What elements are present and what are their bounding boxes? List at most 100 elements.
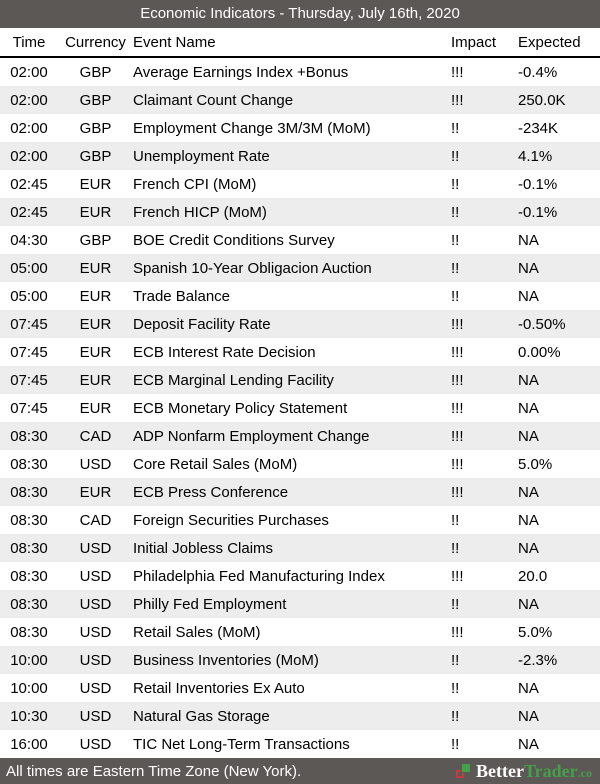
table-row: 02:45 EUR French HICP (MoM) !! -0.1% xyxy=(0,198,600,226)
event-cell: Claimant Count Change xyxy=(133,91,294,109)
currency-cell: EUR xyxy=(79,343,112,361)
table-row: 10:30 USD Natural Gas Storage !! NA xyxy=(0,702,600,730)
time-cell: 08:30 xyxy=(10,567,48,585)
time-cell: 04:30 xyxy=(10,231,48,249)
table-row: 05:00 EUR Spanish 10-Year Obligacion Auc… xyxy=(0,254,600,282)
time-cell: 08:30 xyxy=(10,595,48,613)
table-row: 08:30 USD Core Retail Sales (MoM) !!! 5.… xyxy=(0,450,600,478)
table-header-row: Time Currency Event Name Impact Expected xyxy=(0,28,600,58)
event-cell: Unemployment Rate xyxy=(133,147,270,165)
time-cell: 08:30 xyxy=(10,455,48,473)
impact-cell: !!! xyxy=(451,91,464,109)
impact-cell: !! xyxy=(451,259,460,277)
event-cell: ADP Nonfarm Employment Change xyxy=(133,427,370,445)
logo-red-square xyxy=(456,769,465,778)
time-cell: 05:00 xyxy=(10,259,48,277)
currency-cell: USD xyxy=(79,735,112,753)
impact-cell: !!! xyxy=(451,567,464,585)
table-row: 05:00 EUR Trade Balance !! NA xyxy=(0,282,600,310)
table-row: 07:45 EUR ECB Monetary Policy Statement … xyxy=(0,394,600,422)
time-cell: 02:00 xyxy=(10,119,48,137)
currency-cell: EUR xyxy=(79,483,112,501)
expected-cell: 250.0K xyxy=(518,91,566,109)
time-cell: 02:00 xyxy=(10,91,48,109)
expected-cell: NA xyxy=(518,735,539,753)
currency-cell: CAD xyxy=(79,427,112,445)
table-row: 08:30 USD Retail Sales (MoM) !!! 5.0% xyxy=(0,618,600,646)
event-cell: Retail Inventories Ex Auto xyxy=(133,679,305,697)
currency-cell: GBP xyxy=(79,119,112,137)
time-cell: 10:30 xyxy=(10,707,48,725)
currency-cell: GBP xyxy=(79,63,112,81)
expected-cell: NA xyxy=(518,371,539,389)
table-row: 07:45 EUR ECB Interest Rate Decision !!!… xyxy=(0,338,600,366)
event-cell: Trade Balance xyxy=(133,287,231,305)
event-cell: Core Retail Sales (MoM) xyxy=(133,455,298,473)
table-row: 02:00 GBP Claimant Count Change !!! 250.… xyxy=(0,86,600,114)
impact-cell: !! xyxy=(451,147,460,165)
time-cell: 02:00 xyxy=(10,147,48,165)
impact-cell: !! xyxy=(451,707,460,725)
event-cell: Average Earnings Index +Bonus xyxy=(133,63,349,81)
table-row: 08:30 USD Philly Fed Employment !! NA xyxy=(0,590,600,618)
time-cell: 07:45 xyxy=(10,371,48,389)
brand-text-trader: Trader xyxy=(524,761,578,781)
time-cell: 07:45 xyxy=(10,343,48,361)
currency-cell: USD xyxy=(79,539,112,557)
event-cell: Spanish 10-Year Obligacion Auction xyxy=(133,259,372,277)
table-row: 08:30 EUR ECB Press Conference !!! NA xyxy=(0,478,600,506)
time-cell: 02:45 xyxy=(10,203,48,221)
expected-cell: 0.00% xyxy=(518,343,561,361)
expected-cell: NA xyxy=(518,595,539,613)
currency-cell: USD xyxy=(79,455,112,473)
time-cell: 10:00 xyxy=(10,651,48,669)
currency-cell: EUR xyxy=(79,175,112,193)
table-row: 08:30 USD Initial Jobless Claims !! NA xyxy=(0,534,600,562)
impact-cell: !!! xyxy=(451,343,464,361)
time-cell: 08:30 xyxy=(10,539,48,557)
table-row: 08:30 CAD ADP Nonfarm Employment Change … xyxy=(0,422,600,450)
currency-cell: GBP xyxy=(79,91,112,109)
bettertrader-logo-link[interactable]: Better Trader .co xyxy=(456,762,592,780)
impact-cell: !! xyxy=(451,511,460,529)
expected-cell: NA xyxy=(518,287,539,305)
impact-cell: !!! xyxy=(451,315,464,333)
event-cell: Deposit Facility Rate xyxy=(133,315,271,333)
time-cell: 08:30 xyxy=(10,623,48,641)
currency-cell: EUR xyxy=(79,315,112,333)
event-cell: French CPI (MoM) xyxy=(133,175,257,193)
time-cell: 16:00 xyxy=(10,735,48,753)
impact-cell: !!! xyxy=(451,399,464,417)
impact-cell: !! xyxy=(451,539,460,557)
event-cell: Philadelphia Fed Manufacturing Index xyxy=(133,567,385,585)
event-cell: ECB Monetary Policy Statement xyxy=(133,399,348,417)
currency-cell: CAD xyxy=(79,511,112,529)
table-row: 10:00 USD Business Inventories (MoM) !! … xyxy=(0,646,600,674)
title-bar: Economic Indicators - Thursday, July 16t… xyxy=(0,0,600,28)
expected-cell: NA xyxy=(518,511,539,529)
event-cell: Employment Change 3M/3M (MoM) xyxy=(133,119,371,137)
impact-cell: !! xyxy=(451,735,460,753)
expected-cell: 5.0% xyxy=(518,623,553,641)
expected-cell: NA xyxy=(518,399,539,417)
table-row: 02:45 EUR French CPI (MoM) !! -0.1% xyxy=(0,170,600,198)
event-cell: Philly Fed Employment xyxy=(133,595,287,613)
table-row: 02:00 GBP Unemployment Rate !! 4.1% xyxy=(0,142,600,170)
impact-cell: !! xyxy=(451,119,460,137)
currency-cell: EUR xyxy=(79,287,112,305)
expected-cell: NA xyxy=(518,679,539,697)
impact-cell: !!! xyxy=(451,427,464,445)
impact-cell: !!! xyxy=(451,455,464,473)
impact-cell: !! xyxy=(451,175,460,193)
event-cell: ECB Marginal Lending Facility xyxy=(133,371,334,389)
event-cell: ECB Interest Rate Decision xyxy=(133,343,316,361)
table-row: 07:45 EUR Deposit Facility Rate !!! -0.5… xyxy=(0,310,600,338)
table-row: 08:30 CAD Foreign Securities Purchases !… xyxy=(0,506,600,534)
impact-cell: !! xyxy=(451,679,460,697)
impact-cell: !! xyxy=(451,231,460,249)
expected-cell: NA xyxy=(518,483,539,501)
expected-cell: NA xyxy=(518,707,539,725)
event-cell: Business Inventories (MoM) xyxy=(133,651,319,669)
event-cell: TIC Net Long-Term Transactions xyxy=(133,735,350,753)
